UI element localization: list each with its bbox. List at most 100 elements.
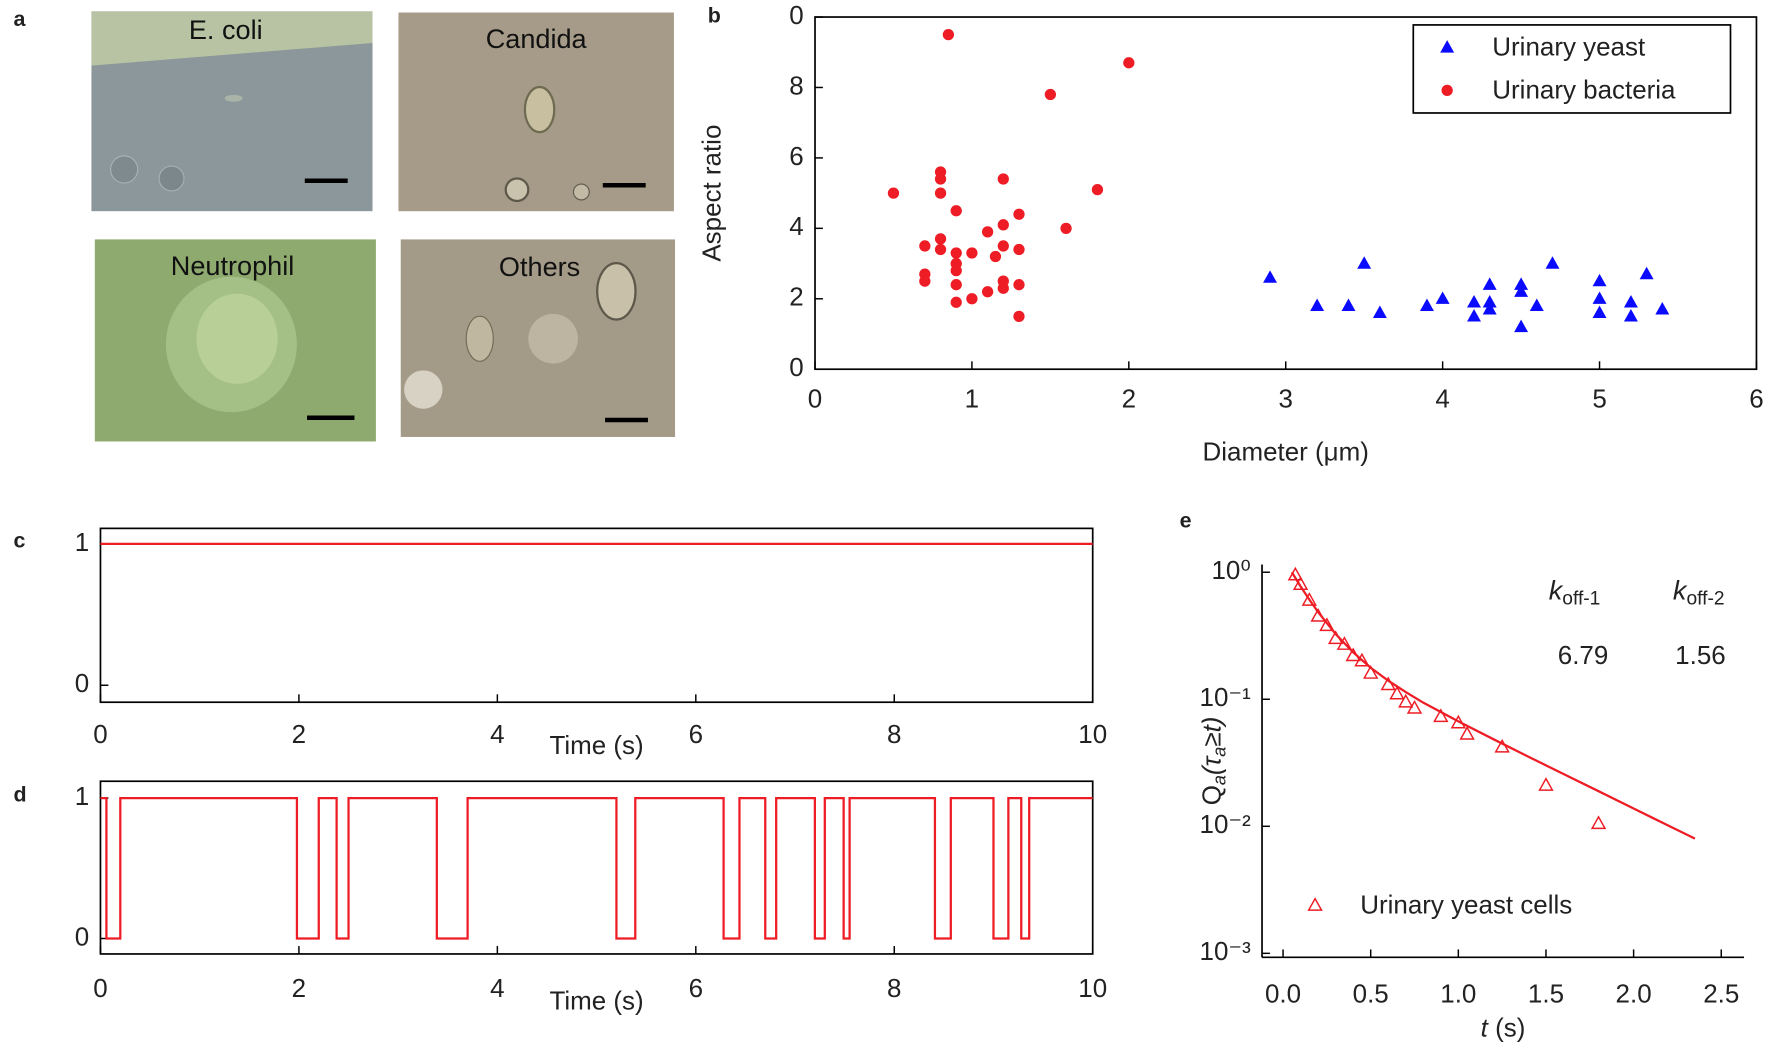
data-point [966, 247, 978, 259]
y-tick-label: 10⁰ [1211, 555, 1250, 585]
data-point [1529, 298, 1544, 311]
data-point [1592, 291, 1607, 304]
annotation-value: 6.79 [1558, 640, 1609, 670]
annotation-label-part: k [1673, 575, 1688, 606]
data-point [1123, 57, 1135, 69]
chart: b 0 1 2 3 4 5 6 0 2 4 6 8 0 Diameter (μm) Aspect ratio U… [696, 0, 1763, 467]
data-point [1013, 310, 1025, 323]
image-label: Others [499, 251, 580, 282]
x-tick-label: 2 [292, 973, 306, 1003]
data-point [1357, 256, 1372, 269]
data-point [1590, 815, 1607, 830]
data-point [919, 275, 931, 287]
data-point [942, 28, 955, 41]
data-point [1482, 294, 1497, 308]
x-tick-label: 5 [1592, 384, 1606, 414]
y-axis-title-part: Q [1196, 785, 1226, 805]
data-point [981, 226, 994, 238]
y-tick-label: 2 [789, 282, 803, 312]
plot-frame [99, 527, 1094, 704]
data-point [934, 173, 947, 185]
data-point [950, 279, 962, 291]
data-point [997, 219, 1009, 231]
data-point [1091, 183, 1104, 196]
data-point [1514, 277, 1529, 290]
panel-letter: b [708, 4, 721, 28]
x-tick-label: 0.0 [1265, 979, 1301, 1009]
cell [110, 155, 139, 184]
data-point [1592, 273, 1607, 287]
data-point [1389, 685, 1405, 700]
data-point [997, 240, 1009, 252]
micrograph-region [91, 11, 373, 66]
x-tick-label: 2 [292, 719, 306, 749]
legend-marker [1441, 84, 1453, 97]
data-point [1406, 699, 1423, 714]
panel-letter: a [14, 7, 27, 31]
data-point [1013, 208, 1025, 220]
x-axis-title: Diameter (μm) [1203, 437, 1369, 467]
legend-marker [1307, 897, 1323, 911]
annotation-label: koff-1 [1549, 575, 1601, 610]
data-point [887, 187, 900, 199]
x-tick-label: 2.5 [1703, 979, 1739, 1009]
annotation-label: koff-2 [1673, 575, 1725, 610]
cell [572, 183, 590, 201]
data-point [1538, 777, 1554, 791]
data-point [1514, 319, 1529, 333]
y-tick-label: 4 [789, 211, 803, 241]
data-point [950, 205, 962, 217]
x-tick-label: 8 [887, 719, 901, 749]
legend-label: Urinary yeast cells [1360, 889, 1572, 919]
data-point [1341, 298, 1356, 311]
data-point [934, 233, 947, 245]
x-tick-label: 0 [808, 384, 822, 414]
x-tick-label: 6 [689, 719, 703, 749]
x-tick-label: 8 [887, 973, 901, 1003]
cell [404, 370, 443, 409]
x-tick-label: 0 [93, 719, 107, 749]
data-point [1433, 708, 1449, 723]
data-point [1263, 270, 1278, 283]
y-tick-label: 0 [75, 668, 89, 698]
y-axis-title-part: a [1209, 775, 1229, 785]
y-tick-label: 0 [789, 0, 803, 30]
data-point [1354, 652, 1370, 667]
data-point [1482, 302, 1497, 315]
data-point [934, 243, 947, 256]
data-point [1013, 279, 1025, 291]
data-point [1623, 294, 1638, 308]
legend-label: Urinary yeast [1492, 31, 1646, 61]
image-label: Neutrophil [171, 250, 294, 281]
cell [196, 293, 278, 384]
y-axis-title-part: ≥t) [1196, 717, 1226, 747]
data-point [1655, 302, 1670, 315]
y-axis-title: Aspect ratio [696, 125, 726, 262]
x-tick-label: 1.0 [1440, 979, 1476, 1009]
data-point [1482, 277, 1497, 290]
cell [158, 165, 185, 192]
data-point [1310, 298, 1325, 311]
data-line [1290, 571, 1696, 840]
data-point [1292, 576, 1309, 591]
data-point [1336, 636, 1353, 650]
y-tick-label: 10⁻² [1200, 809, 1252, 839]
x-tick-label: 6 [1749, 384, 1763, 414]
data-point [1623, 309, 1638, 322]
x-tick-label: 2 [1122, 384, 1136, 414]
panel-letter: d [14, 783, 27, 807]
cell [224, 94, 243, 102]
data-point [966, 293, 978, 305]
data-point [1467, 294, 1481, 308]
y-axis-title-part: a [1209, 747, 1229, 757]
x-tick-label: 1.5 [1528, 979, 1564, 1009]
chart: d 0 2 4 6 8 10 0 1 Time (s) [14, 780, 1107, 1015]
legend-label: Urinary bacteria [1492, 74, 1676, 104]
annotation-label-part: k [1549, 575, 1564, 606]
data-point [1592, 305, 1607, 319]
data-point [950, 264, 962, 277]
x-tick-label: 0 [93, 973, 107, 1003]
cell [465, 315, 494, 362]
data-point [1044, 88, 1057, 101]
